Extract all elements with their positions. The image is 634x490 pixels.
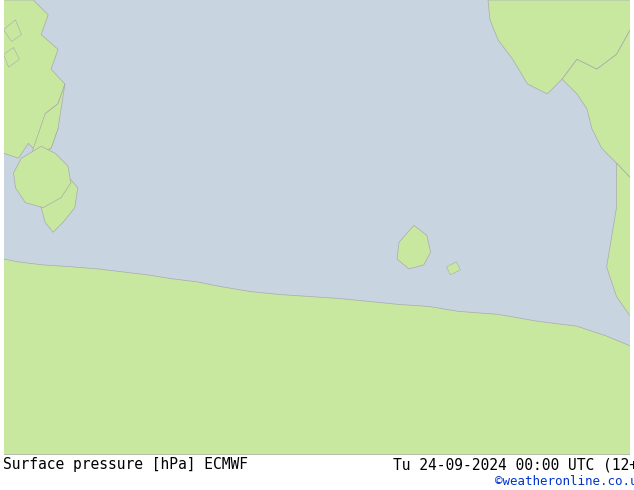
Polygon shape xyxy=(13,147,71,208)
Polygon shape xyxy=(4,20,22,42)
Polygon shape xyxy=(488,0,630,94)
Polygon shape xyxy=(562,30,630,178)
Text: ©weatheronline.co.uk: ©weatheronline.co.uk xyxy=(495,475,634,488)
Polygon shape xyxy=(446,262,460,275)
Text: Surface pressure [hPa] ECMWF: Surface pressure [hPa] ECMWF xyxy=(3,457,248,472)
Text: Tu 24-09-2024 00:00 UTC (12+36): Tu 24-09-2024 00:00 UTC (12+36) xyxy=(393,457,634,472)
Polygon shape xyxy=(397,225,430,269)
Polygon shape xyxy=(29,84,78,232)
Polygon shape xyxy=(607,163,630,317)
Polygon shape xyxy=(4,259,630,455)
Polygon shape xyxy=(4,0,65,158)
Polygon shape xyxy=(4,48,20,67)
